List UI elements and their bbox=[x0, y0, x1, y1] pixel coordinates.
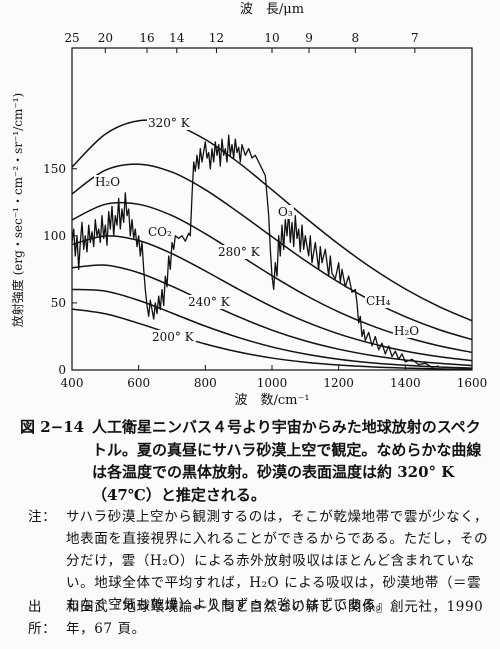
y-tick-label: 0 bbox=[58, 363, 66, 377]
x-tick-label: 800 bbox=[194, 376, 217, 390]
blackbody-curve bbox=[71, 163, 473, 341]
caption: 図 2−14 人工衛星ニンバス４号より宇宙からみた地球放射のスペクトル。夏の真昼… bbox=[20, 416, 490, 506]
note: 注： サハラ砂漠上空から観測するのは，そこが乾燥地帯で雲が少なく，地表面を直接視… bbox=[28, 506, 490, 616]
x2-tick-label: 7 bbox=[411, 31, 419, 45]
y-axis-label: 放射強度 (erg・sec⁻¹・cm⁻²・sr⁻¹/cm⁻¹) bbox=[10, 93, 25, 327]
annotation: H₂O bbox=[95, 175, 120, 189]
x2-axis-label: 波 長/μm bbox=[240, 2, 304, 17]
x-tick-label: 1200 bbox=[323, 376, 354, 390]
source-text: 和田武『地球環境論―人間と自然との新しい関係』創元社，1990 年，67 頁。 bbox=[66, 599, 484, 637]
x-tick-label: 1600 bbox=[457, 376, 488, 390]
spectrum-line bbox=[71, 134, 439, 368]
annotation-background bbox=[217, 245, 262, 259]
annotation-background bbox=[94, 175, 122, 189]
annotation: 320° K bbox=[148, 116, 191, 130]
annotation-background bbox=[277, 205, 294, 219]
annotation: CH₄ bbox=[366, 294, 391, 308]
blackbody-curve bbox=[71, 119, 473, 322]
x-tick-label: 400 bbox=[61, 376, 84, 390]
x2-tick-label: 9 bbox=[305, 31, 313, 45]
blackbody-curve bbox=[71, 264, 473, 367]
blackbody-curve bbox=[71, 288, 473, 369]
x2-tick-label: 14 bbox=[169, 31, 185, 45]
annotation-background bbox=[151, 330, 196, 344]
annotation-background bbox=[147, 225, 174, 239]
x-tick-label: 600 bbox=[127, 376, 150, 390]
x2-tick-label: 20 bbox=[98, 31, 113, 45]
note-label: 注： bbox=[28, 509, 57, 525]
annotation-background bbox=[187, 295, 232, 309]
chart: 波 長/μm 波 数/cm⁻¹ 放射強度 (erg・sec⁻¹・cm⁻²・sr⁻… bbox=[10, 2, 488, 408]
caption-text: 人工衛星ニンバス４号より宇宙からみた地球放射のスペクトル。夏の真昼にサハラ砂漠上… bbox=[92, 418, 482, 504]
caption-number: 図 2−14 bbox=[20, 418, 85, 436]
x2-tick-label: 10 bbox=[264, 31, 279, 45]
annotation: CO₂ bbox=[148, 225, 172, 239]
annotation: 280° K bbox=[218, 245, 261, 259]
annotation-background bbox=[365, 294, 392, 308]
annotation: O₃ bbox=[278, 205, 293, 219]
x2-tick-label: 25 bbox=[64, 31, 79, 45]
source: 出所： 和田武『地球環境論―人間と自然との新しい関係』創元社，1990 年，67… bbox=[28, 596, 490, 640]
annotation-background bbox=[393, 324, 421, 338]
annotation: H₂O bbox=[394, 324, 419, 338]
x2-tick-label: 12 bbox=[209, 31, 224, 45]
y-tick-label: 100 bbox=[43, 229, 66, 243]
source-label: 出所： bbox=[28, 599, 57, 637]
y-tick-label: 150 bbox=[43, 162, 66, 176]
blackbody-curve bbox=[71, 308, 473, 371]
annotation-background bbox=[147, 116, 192, 130]
y-tick-label: 50 bbox=[51, 296, 66, 310]
annotation: 200° K bbox=[152, 330, 195, 344]
x-tick-label: 1000 bbox=[257, 376, 288, 390]
x2-tick-label: 16 bbox=[139, 31, 154, 45]
annotation: 240° K bbox=[188, 295, 231, 309]
x2-tick-label: 8 bbox=[352, 31, 360, 45]
note-text: サハラ砂漠上空から観測するのは，そこが乾燥地帯で雲が少なく，地表面を直接視界に入… bbox=[66, 509, 489, 613]
x-axis-label: 波 数/cm⁻¹ bbox=[234, 393, 309, 408]
x-tick-label: 1400 bbox=[390, 376, 421, 390]
